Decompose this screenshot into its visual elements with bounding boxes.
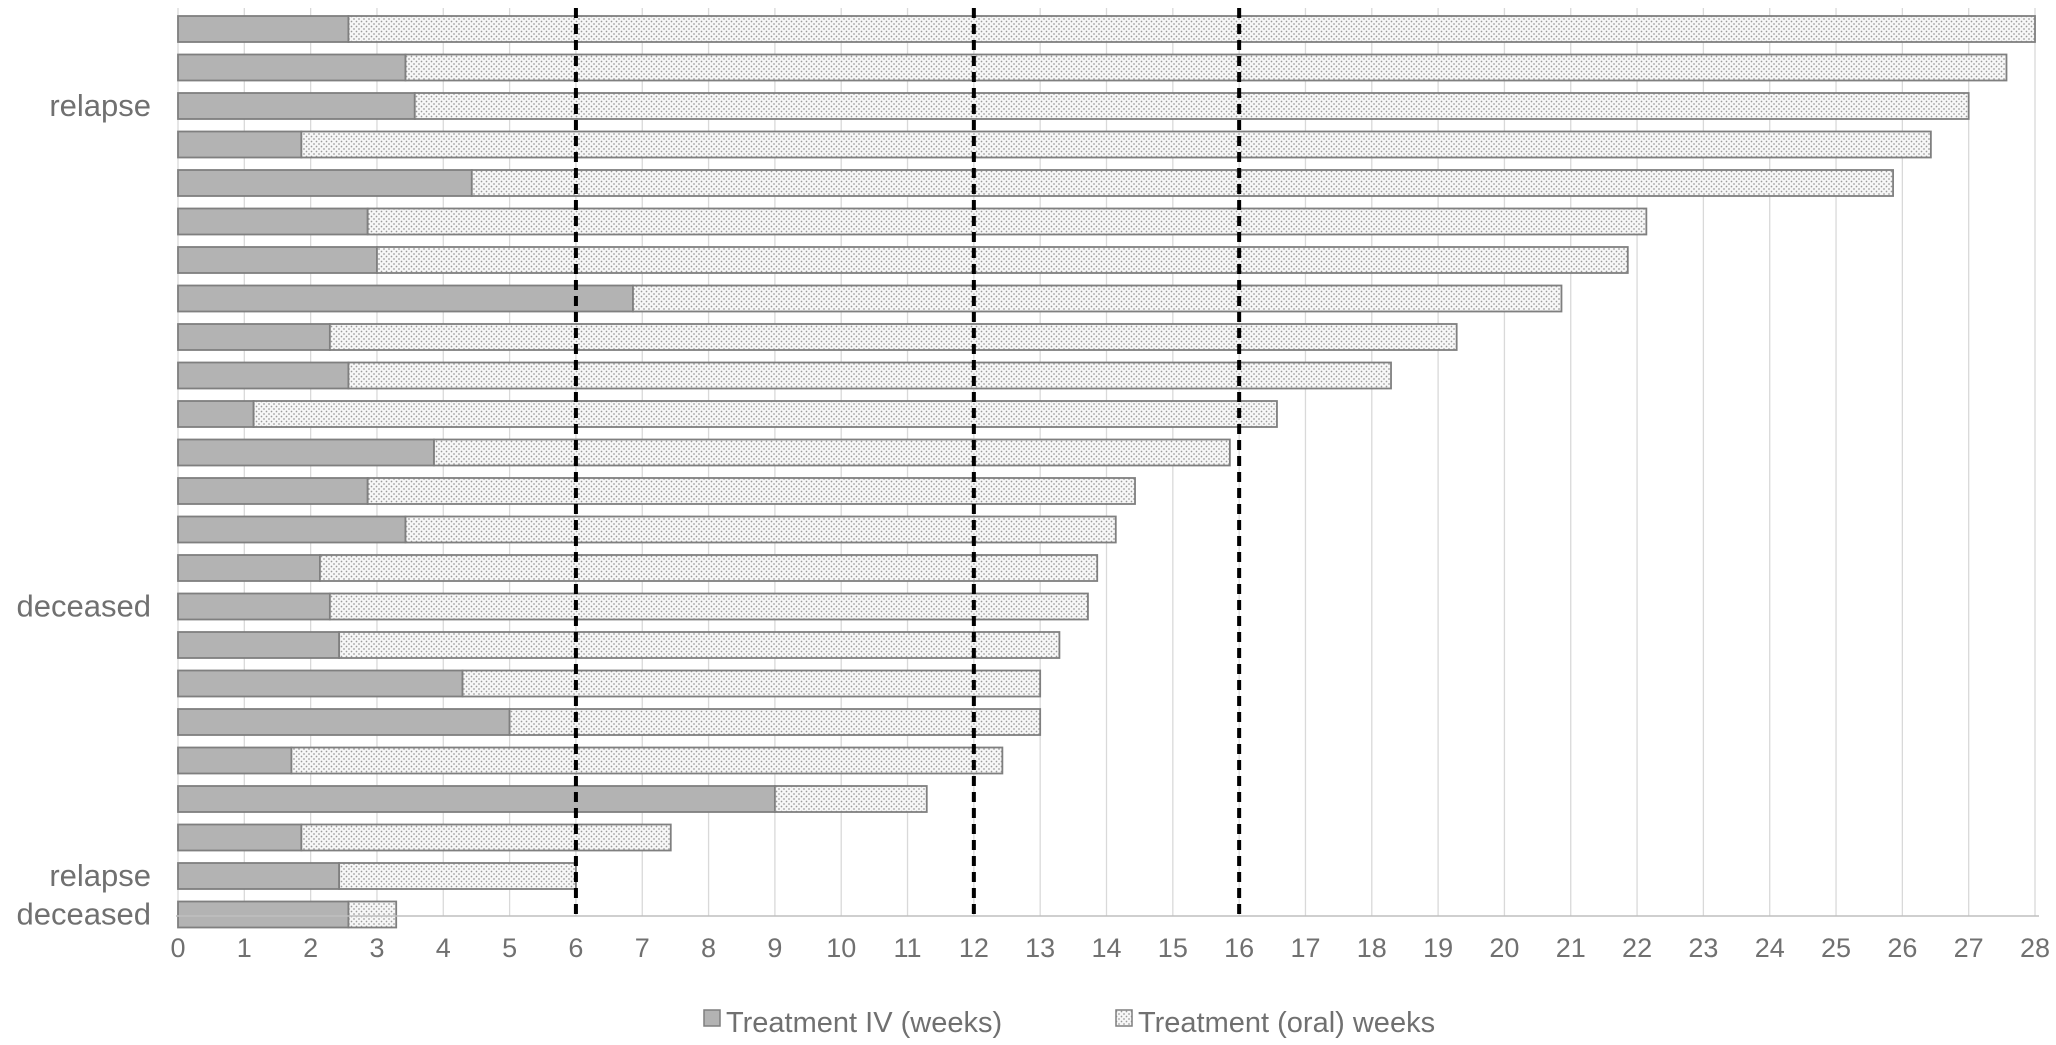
x-tick-label: 23 <box>1688 933 1718 963</box>
x-tick-label: 9 <box>767 933 782 963</box>
bar-oral <box>376 246 1629 274</box>
bar-iv <box>177 862 341 890</box>
row-label: relapse <box>49 858 151 893</box>
bar-iv <box>177 15 350 43</box>
x-tick-label: 17 <box>1290 933 1320 963</box>
bar-oral <box>338 631 1061 659</box>
bar-oral <box>319 554 1099 582</box>
x-tick-label: 12 <box>959 933 989 963</box>
legend: Treatment IV (weeks) Treatment (oral) we… <box>703 1007 1435 1039</box>
legend-label-iv: Treatment IV (weeks) <box>726 1007 1002 1039</box>
bar-oral <box>328 323 1458 351</box>
row-label: deceased <box>17 589 151 624</box>
bar-iv <box>177 284 634 313</box>
x-tick-label: 19 <box>1423 933 1453 963</box>
reference-lines <box>573 8 1242 916</box>
bar-oral <box>347 15 2036 43</box>
x-tick-label: 18 <box>1357 933 1387 963</box>
bar-iv <box>177 477 369 505</box>
bar-oral <box>433 438 1231 467</box>
x-tick-label: 24 <box>1755 933 1785 963</box>
bar-oral <box>300 130 1932 159</box>
bar-oral <box>404 515 1117 544</box>
x-tick-label: 20 <box>1489 933 1519 963</box>
bar-iv <box>177 323 331 351</box>
bar-oral <box>773 785 928 813</box>
bar-oral <box>508 708 1042 736</box>
x-tick-label: 5 <box>502 933 517 963</box>
x-tick-label: 13 <box>1025 933 1055 963</box>
x-tick-label: 26 <box>1887 933 1917 963</box>
row-annotations: relapse deceased relapse deceased <box>17 88 151 932</box>
x-tick-label: 14 <box>1091 933 1121 963</box>
bar-iv <box>177 785 776 813</box>
bar-iv <box>177 515 407 544</box>
bar-iv <box>177 554 321 582</box>
bar-iv <box>177 92 416 120</box>
bar-iv <box>177 169 473 197</box>
x-tick-label: 25 <box>1821 933 1851 963</box>
legend-swatch-oral <box>1115 1009 1133 1027</box>
bar-oral <box>470 169 1894 197</box>
x-tick-label: 4 <box>436 933 451 963</box>
bar-oral <box>366 477 1136 505</box>
x-tick-label: 15 <box>1158 933 1188 963</box>
bar-oral <box>328 592 1089 621</box>
x-tick-label: 1 <box>237 933 252 963</box>
x-tick-label: 22 <box>1622 933 1652 963</box>
bar-oral <box>338 862 577 890</box>
x-tick-label: 10 <box>826 933 856 963</box>
bar-iv <box>177 746 293 775</box>
legend-swatch-iv <box>703 1009 721 1027</box>
bar-iv <box>177 669 464 698</box>
x-tick-label: 7 <box>635 933 650 963</box>
x-tick-label: 16 <box>1224 933 1254 963</box>
x-tick-label: 11 <box>894 933 922 963</box>
x-tick-label: 28 <box>2020 933 2050 963</box>
bar-oral <box>300 823 672 852</box>
bar-oral <box>290 746 1004 775</box>
bar-oral <box>347 361 1392 390</box>
bar-oral <box>252 400 1278 428</box>
x-tick-label: 2 <box>303 933 318 963</box>
bar-iv <box>177 53 407 82</box>
x-tick-label: 0 <box>170 933 185 963</box>
bar-oral <box>404 53 2008 82</box>
legend-label-oral: Treatment (oral) weeks <box>1138 1007 1435 1039</box>
x-tick-label: 21 <box>1556 933 1586 963</box>
bar-iv <box>177 361 350 390</box>
bar-iv <box>177 823 303 852</box>
bar-oral <box>461 669 1042 698</box>
x-tick-label: 3 <box>369 933 384 963</box>
x-tick-label: 27 <box>1954 933 1984 963</box>
bar-oral <box>632 284 1563 313</box>
bar-oral <box>366 207 1648 236</box>
bar-iv <box>177 130 303 159</box>
bar-iv <box>177 438 435 467</box>
x-tick-label: 8 <box>701 933 716 963</box>
bar-iv <box>177 400 255 428</box>
bar-iv <box>177 592 331 621</box>
bar-iv <box>177 900 350 929</box>
bar-series-group <box>177 15 2036 929</box>
row-label: deceased <box>17 897 151 932</box>
x-tick-label: 6 <box>568 933 583 963</box>
bar-oral <box>413 92 1970 120</box>
bar-oral <box>347 900 398 929</box>
bar-iv <box>177 708 511 736</box>
x-axis: 0 1 2 3 4 5 6 7 8 9 10 11 12 13 14 15 16 17 18 19 20 21 22 23 24… <box>170 915 2050 963</box>
row-label: relapse <box>49 88 151 123</box>
bar-iv <box>177 246 378 274</box>
bar-iv <box>177 207 369 236</box>
bar-iv <box>177 631 341 659</box>
